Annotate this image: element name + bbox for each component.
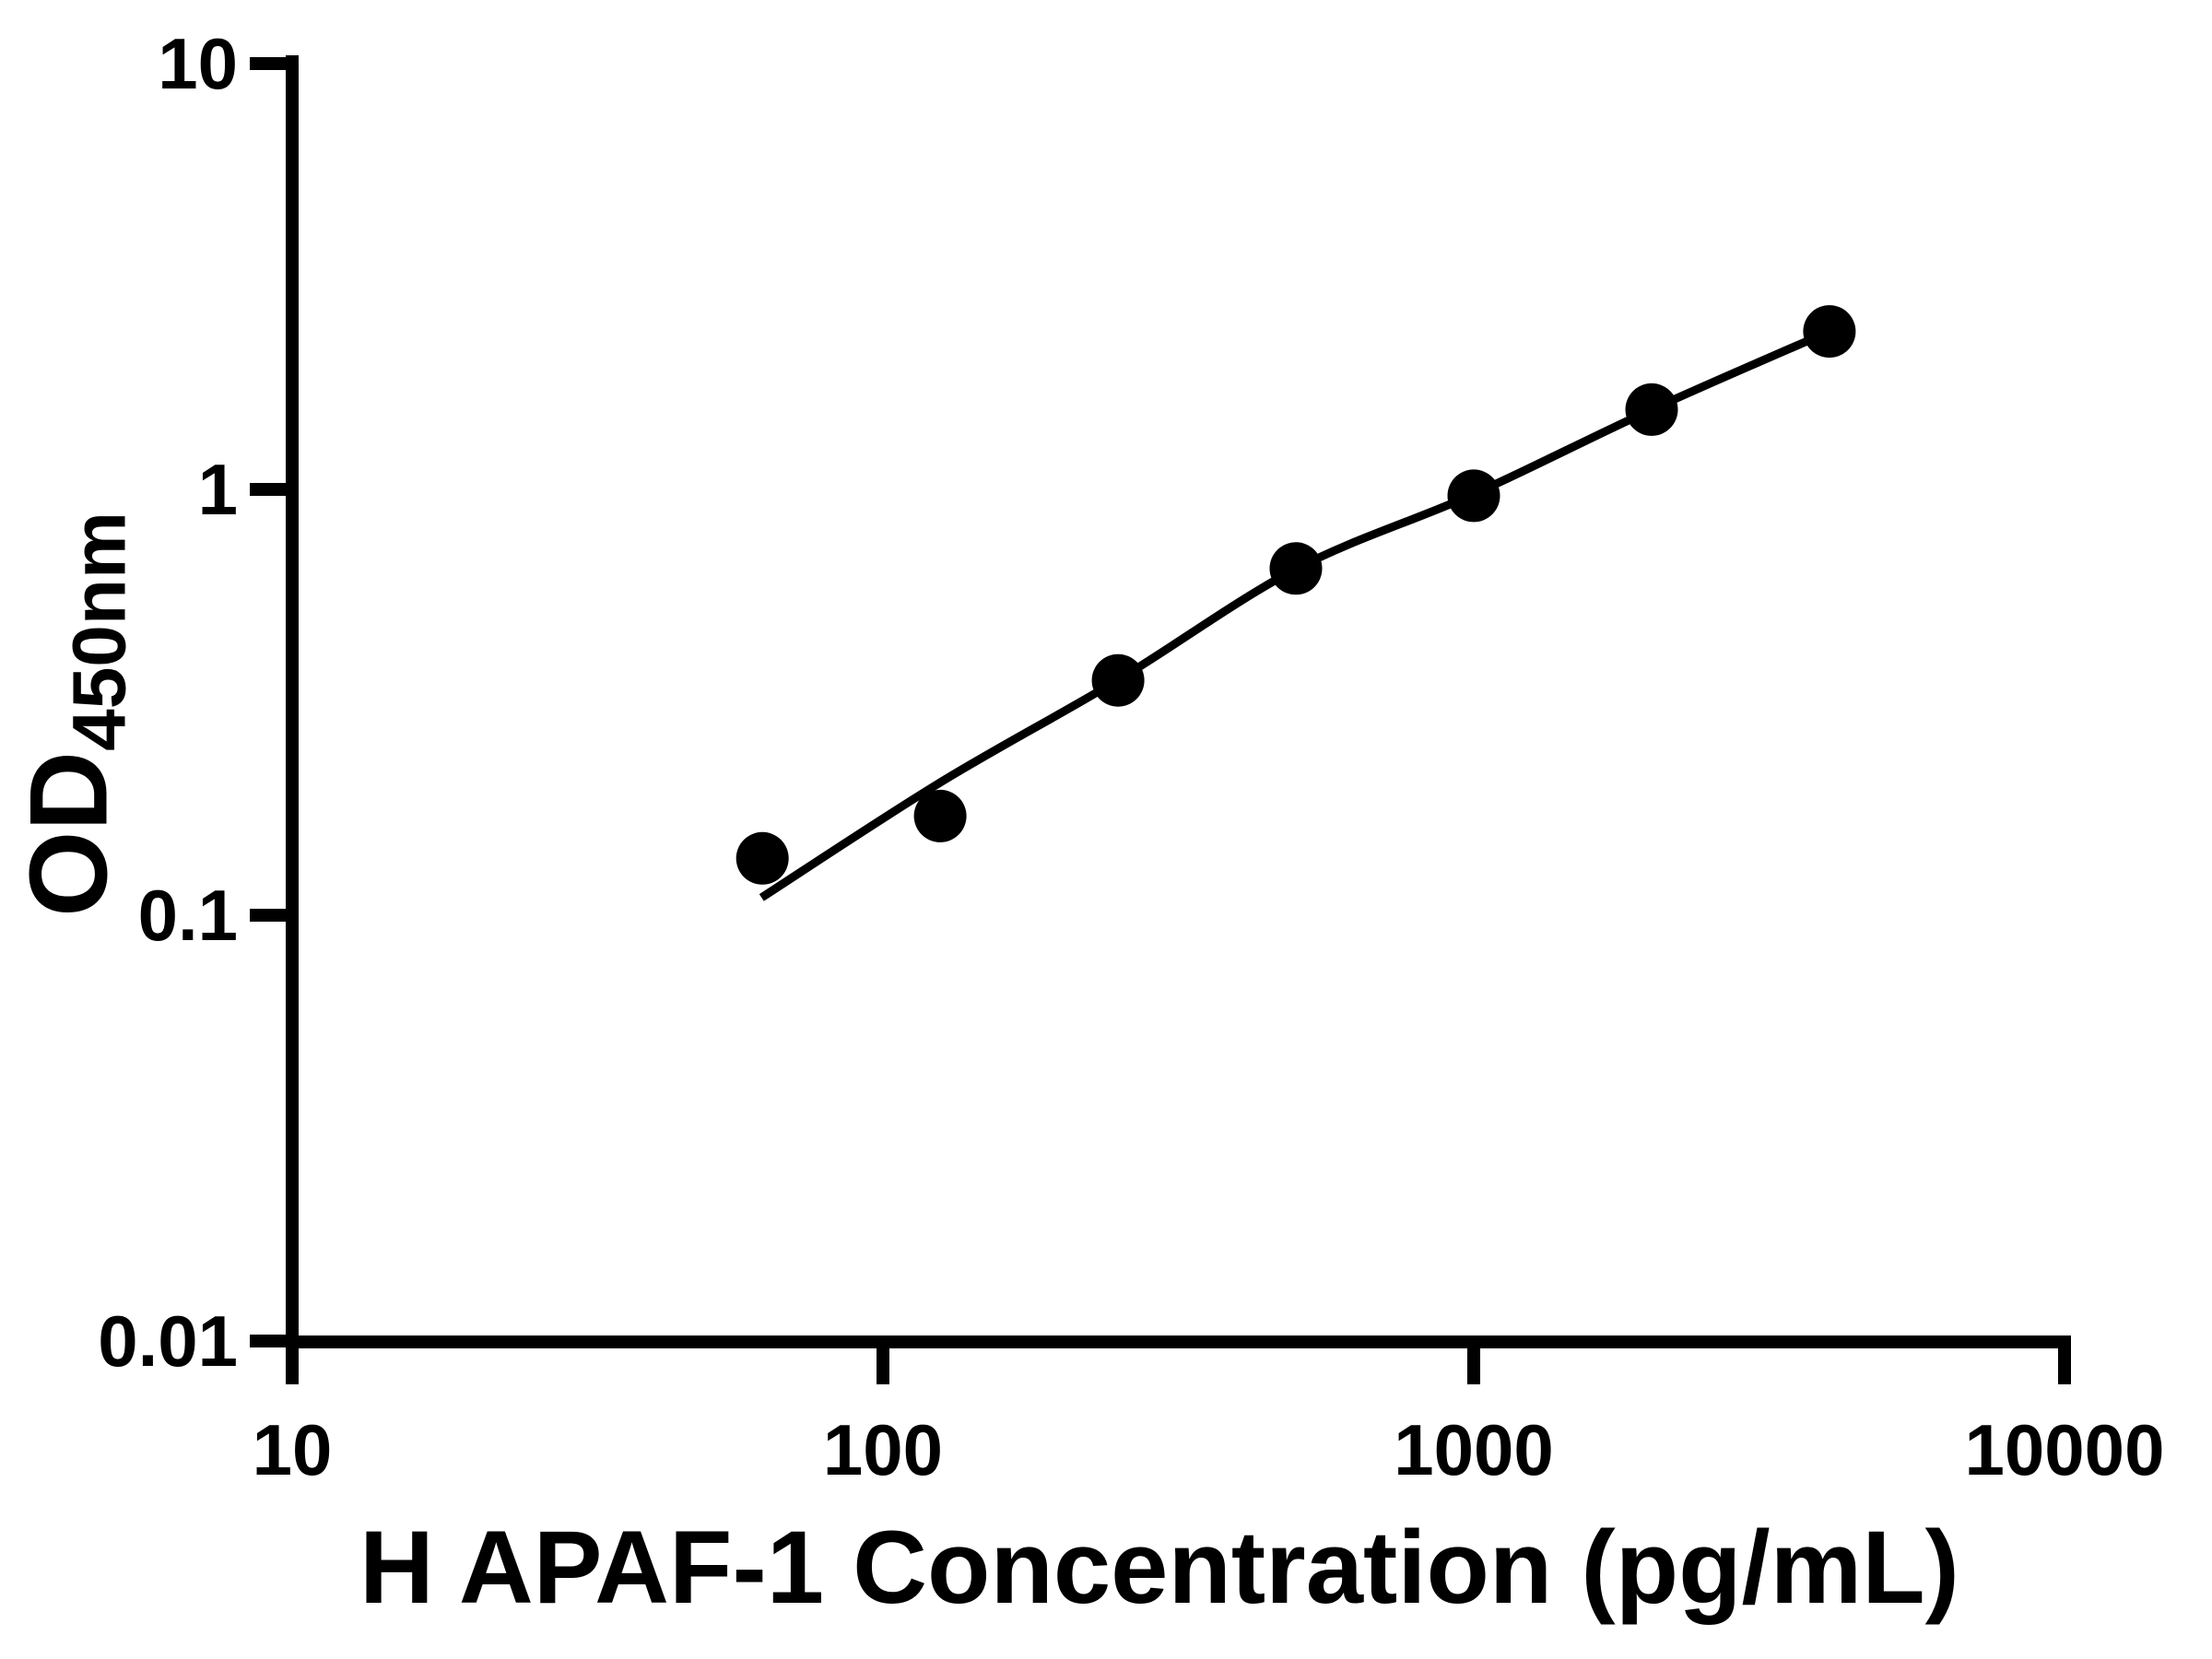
- y-axis-title-subscript: 450nm: [57, 512, 142, 751]
- data-point: [1269, 542, 1323, 595]
- y-tick-label: 1: [198, 449, 238, 530]
- x-tick-label: 10: [253, 1409, 333, 1490]
- x-tick-label: 1000: [1394, 1409, 1554, 1490]
- data-point: [913, 789, 967, 842]
- data-point: [1091, 653, 1145, 707]
- y-tick-label: 0.01: [98, 1300, 238, 1382]
- axis-spine: [286, 55, 2071, 1348]
- x-tick-label: 10000: [1965, 1409, 2165, 1490]
- x-axis-title: H APAF-1 Concentration (pg/mL): [359, 1510, 1959, 1625]
- x-tick-label: 100: [823, 1409, 943, 1490]
- y-axis-title: OD450nm: [7, 512, 142, 917]
- y-axis-title-main: OD: [6, 750, 131, 917]
- data-point: [735, 831, 789, 885]
- data-point: [1447, 469, 1500, 523]
- y-tick-label: 0.1: [138, 875, 238, 956]
- data-point: [1625, 382, 1678, 436]
- y-tick-label: 10: [158, 23, 238, 104]
- data-point: [1803, 305, 1856, 359]
